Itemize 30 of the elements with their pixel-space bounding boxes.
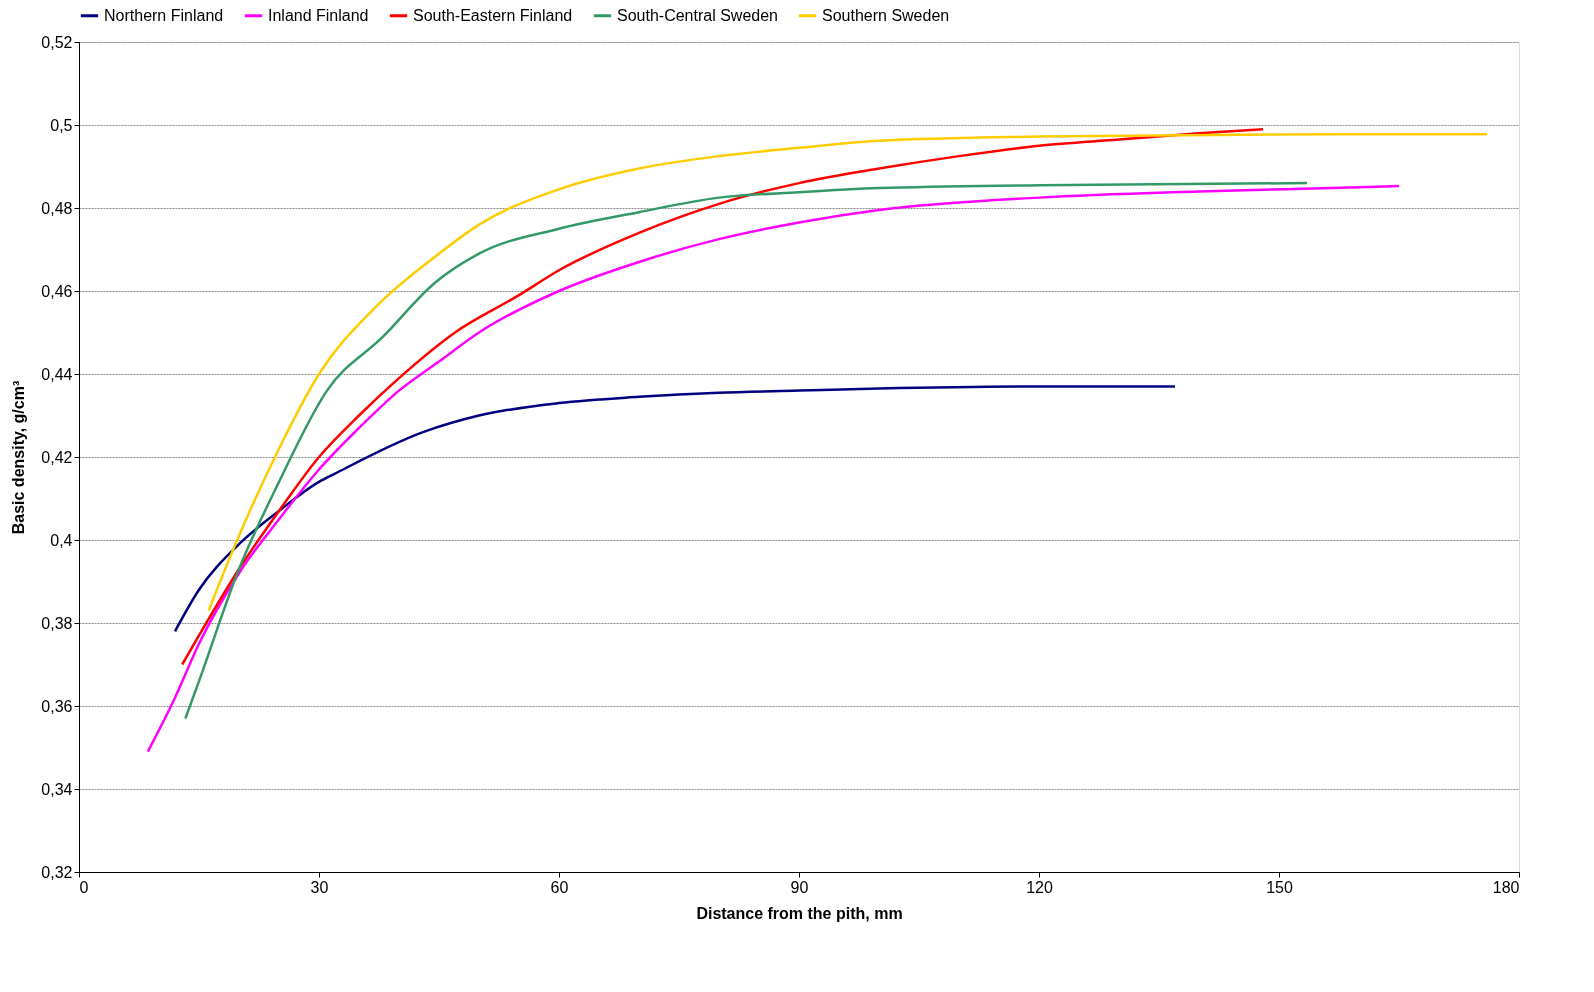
x-tick-label: 30 — [310, 878, 329, 896]
x-axis-title: Distance from the pith, mm — [696, 904, 903, 922]
legend-label: Inland Finland — [268, 6, 369, 24]
y-tick-label: 0,52 — [41, 33, 73, 51]
x-tick-label: 150 — [1266, 878, 1293, 896]
line-series — [146, 184, 1401, 753]
y-tick-label: 0,36 — [41, 697, 73, 715]
x-tick-label: 120 — [1026, 878, 1053, 896]
y-tick-label: 0,46 — [41, 282, 73, 300]
y-tick-label: 0,44 — [41, 365, 73, 383]
y-tick-label: 0,34 — [41, 780, 73, 798]
y-tick-label: 0,48 — [41, 199, 73, 217]
line-series — [180, 127, 1265, 666]
legend-label: South-Eastern Finland — [413, 6, 573, 24]
y-tick-label: 0,32 — [41, 863, 73, 881]
y-tick-label: 0,42 — [41, 448, 73, 466]
legend-label: Northern Finland — [104, 6, 224, 24]
y-axis-title: Basic density, g/cm³ — [10, 380, 28, 535]
y-tick-label: 0,4 — [50, 531, 73, 549]
x-tick-label: 180 — [1492, 878, 1520, 896]
legend-label: South-Central Sweden — [617, 6, 778, 24]
x-tick-label: 60 — [550, 878, 569, 896]
legend-label: Southern Sweden — [822, 6, 950, 24]
line-series — [184, 181, 1309, 720]
line-series — [173, 385, 1177, 633]
y-tick-label: 0,38 — [41, 614, 73, 632]
line-series — [207, 132, 1489, 612]
y-tick-label: 0,5 — [50, 116, 73, 134]
x-tick-label: 0 — [79, 878, 89, 896]
x-tick-label: 90 — [790, 878, 809, 896]
